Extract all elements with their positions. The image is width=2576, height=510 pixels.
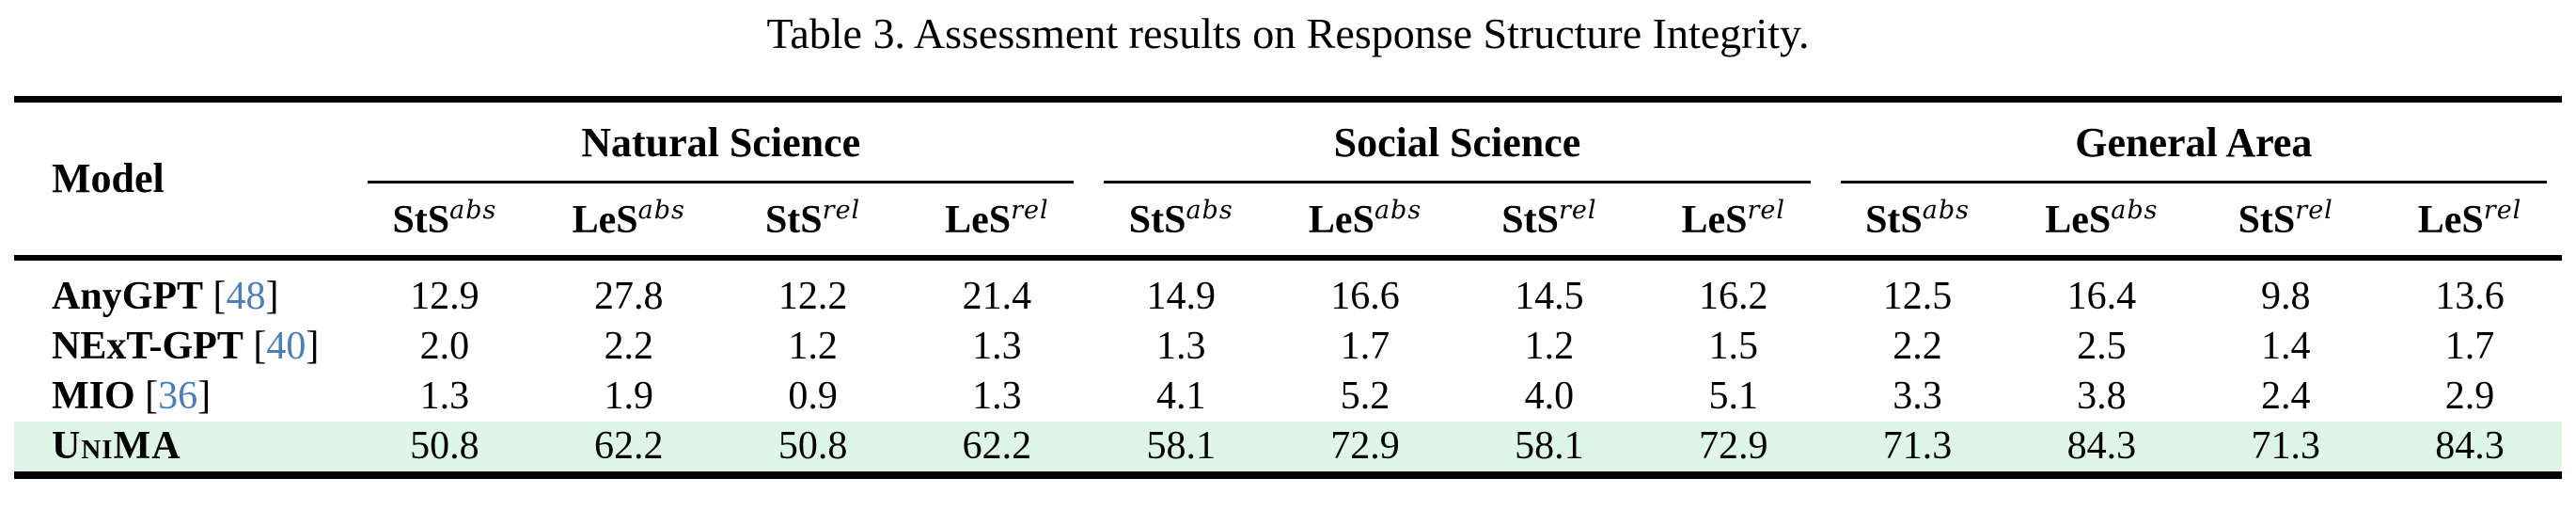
score-cell: 27.8 — [536, 254, 721, 322]
column-header-ga-sts-rel: StSrel — [2238, 195, 2333, 242]
score-cell: 1.9 — [604, 375, 653, 419]
score-cell: 1.2 — [788, 325, 838, 369]
score-cell: 2.9 — [2444, 375, 2495, 419]
model-name-cell: UniMA — [14, 421, 353, 475]
score-cell: 1.7 — [1340, 325, 1390, 369]
table-row-nextgpt: NExT-GPT [40] 2.0 2.2 1.2 1.3 1.3 1.7 1.… — [14, 322, 2562, 372]
table-caption: Table 3. Assessment results on Response … — [766, 9, 1810, 57]
column-header-ns-les-abs: LeSabs — [572, 195, 685, 242]
column-header-ns-sts-rel: StSrel — [764, 195, 861, 242]
model-name: UniMA — [52, 424, 181, 469]
group-header-social-science: Social Science — [1089, 99, 1825, 183]
score-cell: 71.3 — [1825, 421, 2010, 475]
table-row-anygpt: AnyGPT [48] 12.9 27.8 12.2 21.4 14.9 16.… — [14, 254, 2562, 322]
results-table: Model Natural Science Social Science Gen… — [14, 95, 2562, 479]
group-header-row: Model Natural Science Social Science Gen… — [14, 99, 2562, 201]
score-cell: 5.2 — [1340, 375, 1390, 419]
score-cell: 5.1 — [1708, 375, 1758, 419]
score-cell: 14.5 — [1456, 254, 1641, 322]
subheader-row: StSabs LeSabs StSrel LeSrel StSabs LeSab… — [14, 183, 2562, 258]
model-name: MIO — [52, 375, 135, 419]
score-cell: 84.3 — [2009, 421, 2194, 475]
score-cell: 12.9 — [353, 254, 537, 322]
citation-link[interactable]: 40 — [266, 325, 306, 369]
cite-bracket: [ — [203, 275, 227, 319]
score-cell: 3.8 — [2077, 375, 2127, 419]
cite-bracket: ] — [306, 325, 320, 369]
score-cell: 16.2 — [1641, 254, 1826, 322]
model-name: AnyGPT — [52, 275, 204, 319]
table-row-unima-highlighted: UniMA 50.8 62.2 50.8 62.2 58.1 72.9 58.1… — [14, 421, 2562, 475]
score-cell: 72.9 — [1273, 421, 1457, 475]
score-cell: 1.5 — [1708, 325, 1758, 369]
group-header-general-area: General Area — [1826, 99, 2562, 183]
score-cell: 58.1 — [1089, 421, 1274, 475]
score-cell: 1.3 — [419, 375, 470, 419]
score-cell: 2.0 — [419, 325, 470, 369]
score-cell: 62.2 — [536, 421, 721, 475]
score-cell: 1.4 — [2260, 325, 2311, 369]
column-header-ss-sts-rel: StSrel — [1501, 195, 1597, 242]
score-cell: 21.4 — [904, 254, 1090, 322]
column-header-ga-les-abs: LeSabs — [2045, 195, 2159, 242]
score-cell: 0.9 — [788, 375, 838, 419]
model-name-cell: AnyGPT [48] — [14, 254, 353, 322]
score-cell: 9.8 — [2193, 254, 2379, 322]
model-name-cell: MIO [36] — [14, 372, 353, 422]
model-name: NExT-GPT — [52, 325, 243, 369]
score-cell: 84.3 — [2378, 421, 2562, 475]
cite-bracket: [ — [243, 325, 267, 369]
cite-bracket: ] — [197, 375, 212, 419]
score-cell: 4.1 — [1155, 375, 1206, 419]
column-header-ns-sts-abs: StSabs — [392, 195, 497, 242]
score-cell: 72.9 — [1641, 421, 1826, 475]
cite-bracket: [ — [134, 375, 159, 419]
column-header-ga-les-rel: LeSrel — [2417, 195, 2522, 242]
score-cell: 14.9 — [1089, 254, 1274, 322]
score-cell: 3.3 — [1893, 375, 1942, 419]
paper-table-figure: Table 3. Assessment results on Response … — [14, 9, 2562, 479]
column-header-ss-les-abs: LeSabs — [1308, 195, 1422, 242]
score-cell: 1.3 — [972, 375, 1022, 419]
score-cell: 50.8 — [353, 421, 537, 475]
column-header-ga-sts-abs: StSabs — [1865, 195, 1971, 242]
citation-link[interactable]: 48 — [226, 275, 266, 319]
score-cell: 13.6 — [2378, 254, 2562, 322]
score-cell: 2.5 — [2077, 325, 2127, 369]
score-cell: 71.3 — [2193, 421, 2379, 475]
score-cell: 16.4 — [2009, 254, 2194, 322]
score-cell: 62.2 — [904, 421, 1090, 475]
score-cell: 1.7 — [2444, 325, 2495, 369]
score-cell: 1.2 — [1524, 325, 1575, 369]
score-cell: 58.1 — [1456, 421, 1641, 475]
score-cell: 2.4 — [2260, 375, 2311, 419]
score-cell: 2.2 — [604, 325, 653, 369]
cite-bracket: ] — [265, 275, 279, 319]
column-header-ss-les-rel: LeSrel — [1681, 195, 1785, 242]
column-header-ss-sts-abs: StSabs — [1128, 195, 1233, 242]
group-header-natural-science: Natural Science — [353, 99, 1089, 183]
score-cell: 16.6 — [1273, 254, 1457, 322]
column-header-model: Model — [52, 155, 165, 202]
score-cell: 12.5 — [1825, 254, 2010, 322]
score-cell: 4.0 — [1524, 375, 1575, 419]
score-cell: 1.3 — [972, 325, 1022, 369]
column-header-ns-les-rel: LeSrel — [945, 195, 1049, 242]
model-name-cell: NExT-GPT [40] — [14, 322, 353, 372]
score-cell: 50.8 — [720, 421, 905, 475]
citation-link[interactable]: 36 — [158, 375, 198, 419]
score-cell: 12.2 — [720, 254, 905, 322]
score-cell: 1.3 — [1155, 325, 1206, 369]
table-row-mio: MIO [36] 1.3 1.9 0.9 1.3 4.1 5.2 4.0 5.1… — [14, 372, 2562, 422]
score-cell: 2.2 — [1893, 325, 1942, 369]
